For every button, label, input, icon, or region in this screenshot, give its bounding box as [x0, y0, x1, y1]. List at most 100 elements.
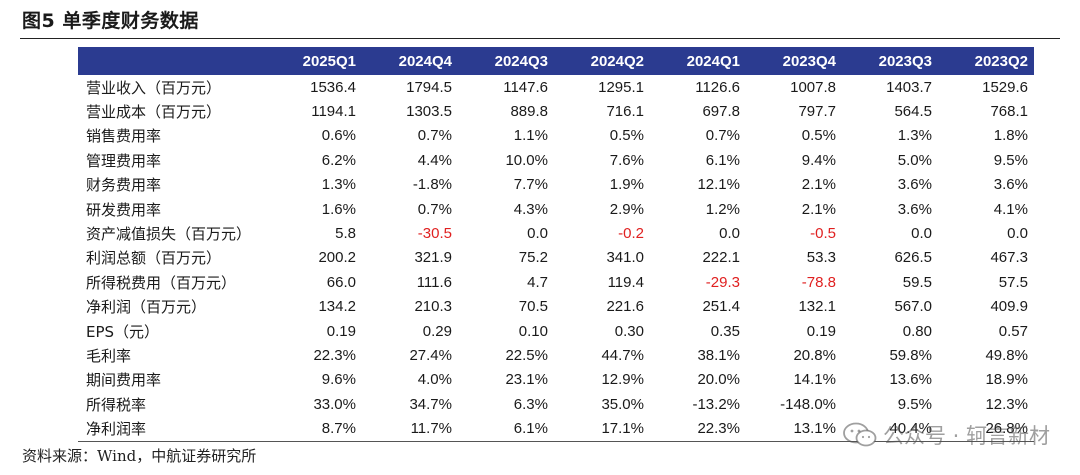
table-cell: 0.0 [911, 225, 932, 243]
table-cell: 0.5% [609, 127, 644, 145]
table-cell: 200.2 [318, 249, 356, 267]
table-cell: 9.5% [897, 395, 932, 413]
table-cell: -29.3 [705, 273, 740, 291]
table-cell: 11.7% [362, 416, 458, 442]
table-row: 销售费用率 0.6% 0.7% 1.1% 0.5% 0.7% 0.5% 1.3% 1.8% [78, 124, 1034, 148]
table-cell: 13.1% [746, 416, 842, 442]
table-cell: 3.6% [897, 200, 932, 218]
table-cell: 49.8% [985, 346, 1028, 364]
table-cell: 9.5% [993, 151, 1028, 169]
table-cell: -0.5 [810, 225, 836, 243]
table-cell: 697.8 [702, 103, 740, 121]
watermark: 公众号 · 轲言新材 [843, 420, 1050, 450]
table-cell: 6.1% [458, 416, 554, 442]
table-cell: 210.3 [414, 298, 452, 316]
table-row: 财务费用率 1.3% -1.8% 7.7% 1.9% 12.1% 2.1% 3.6% 3.6% [78, 173, 1034, 197]
row-label: EPS（元） [86, 322, 160, 341]
table-cell: 889.8 [510, 103, 548, 121]
table-cell: -1.8% [412, 176, 452, 194]
table-cell: -0.2 [618, 225, 644, 243]
table-cell: 7.6% [609, 151, 644, 169]
table-cell: 27.4% [409, 346, 452, 364]
table-cell: 6.1% [705, 151, 740, 169]
table-cell: 4.7 [527, 273, 548, 291]
table-cell: 1.8% [993, 127, 1028, 145]
table-cell: 0.19 [326, 322, 356, 340]
table-cell: 44.7% [601, 346, 644, 364]
table-cell: 0.10 [518, 322, 548, 340]
table-cell: 10.0% [505, 151, 548, 169]
table-cell: 0.6% [321, 127, 356, 145]
financial-table: 2025Q1 2024Q4 2024Q3 2024Q2 2024Q1 2023Q4 2023… [78, 47, 1034, 442]
table-cell: 2.9% [609, 200, 644, 218]
table-cell: 26.8% [938, 416, 1034, 442]
table-cell: 221.6 [606, 298, 644, 316]
table-body: 营业收入（百万元） 1536.4 1794.5 1147.6 1295.1 1126.6 1… [78, 75, 1034, 442]
column-header: 2023Q3 [842, 47, 938, 75]
table-cell: 0.80 [902, 322, 932, 340]
row-label: 毛利率 [86, 346, 132, 365]
table-cell: 0.0 [719, 225, 740, 243]
table-row: EPS（元） 0.19 0.29 0.10 0.30 0.35 0.19 0.80 0.57 [78, 319, 1034, 343]
row-label: 营业收入（百万元） [86, 78, 222, 97]
table-cell: 14.1% [793, 371, 836, 389]
table-cell: 12.1% [697, 176, 740, 194]
table-cell: 2.1% [801, 200, 836, 218]
table-cell: -78.8 [801, 273, 836, 291]
table-cell: 35.0% [601, 395, 644, 413]
table-cell: 0.7% [417, 127, 452, 145]
table-cell: 1536.4 [310, 78, 356, 96]
table-cell: 59.8% [889, 346, 932, 364]
table-row: 所得税费用（百万元） 66.0 111.6 4.7 119.4 -29.3 -78.8 59.… [78, 270, 1034, 294]
table-cell: 797.7 [798, 103, 836, 121]
table-cell: 0.19 [806, 322, 836, 340]
header-row: 2025Q1 2024Q4 2024Q3 2024Q2 2024Q1 2023Q4 2023… [78, 47, 1034, 75]
column-header: 2024Q1 [650, 47, 746, 75]
table-cell: 1.6% [321, 200, 356, 218]
column-header: 2025Q1 [266, 47, 362, 75]
wechat-icon [843, 422, 877, 447]
table-cell: -13.2% [692, 395, 740, 413]
table-cell: 222.1 [702, 249, 740, 267]
table-cell: 132.1 [798, 298, 836, 316]
table-row: 净利润（百万元） 134.2 210.3 70.5 221.6 251.4 132.1 567… [78, 295, 1034, 319]
table-cell: 3.6% [993, 176, 1028, 194]
table-cell: 0.7% [417, 200, 452, 218]
table-cell: 1.3% [897, 127, 932, 145]
header-corner [78, 47, 266, 75]
table-cell: 7.7% [513, 176, 548, 194]
table-cell: 0.0 [527, 225, 548, 243]
table-cell: 22.3% [650, 416, 746, 442]
table-row: 净利润率 8.7% 11.7% 6.1% 17.1% 22.3% 13.1% 40.4% 26.… [78, 416, 1034, 442]
row-label: 营业成本（百万元） [86, 103, 222, 122]
table-cell: 0.35 [710, 322, 740, 340]
table-cell: 119.4 [607, 273, 644, 291]
table-cell: 1126.6 [695, 78, 740, 96]
column-header: 2024Q2 [554, 47, 650, 75]
row-label: 净利润（百万元） [86, 298, 207, 317]
title-divider [20, 38, 1060, 39]
table-cell: 0.0 [1007, 225, 1028, 243]
table-cell: 8.7% [266, 416, 362, 442]
table-cell: 4.1% [993, 200, 1028, 218]
table-cell: 53.3 [806, 249, 836, 267]
table-row: 营业收入（百万元） 1536.4 1794.5 1147.6 1295.1 1126.6 1… [78, 75, 1034, 99]
table-cell: 251.4 [702, 298, 740, 316]
table-cell: 70.5 [518, 298, 548, 316]
table-cell: 768.1 [990, 103, 1028, 121]
table-cell: -148.0% [780, 395, 836, 413]
source-note: 资料来源：Wind，中航证券研究所 [22, 447, 257, 465]
row-label: 净利润率 [78, 416, 266, 442]
table-cell: 23.1% [505, 371, 548, 389]
table-cell: 20.8% [793, 346, 836, 364]
table-cell: 4.3% [513, 200, 548, 218]
table-cell: 4.0% [417, 371, 452, 389]
table-cell: 1.1% [513, 127, 548, 145]
table-row: 管理费用率 6.2% 4.4% 10.0% 7.6% 6.1% 9.4% 5.0% 9.5% [78, 148, 1034, 172]
table-cell: 12.9% [601, 371, 644, 389]
table-cell: 75.2 [518, 249, 548, 267]
table-cell: 9.4% [801, 151, 836, 169]
table-cell: 6.3% [513, 395, 548, 413]
table-cell: 20.0% [697, 371, 740, 389]
row-label: 所得税费用（百万元） [86, 273, 237, 292]
